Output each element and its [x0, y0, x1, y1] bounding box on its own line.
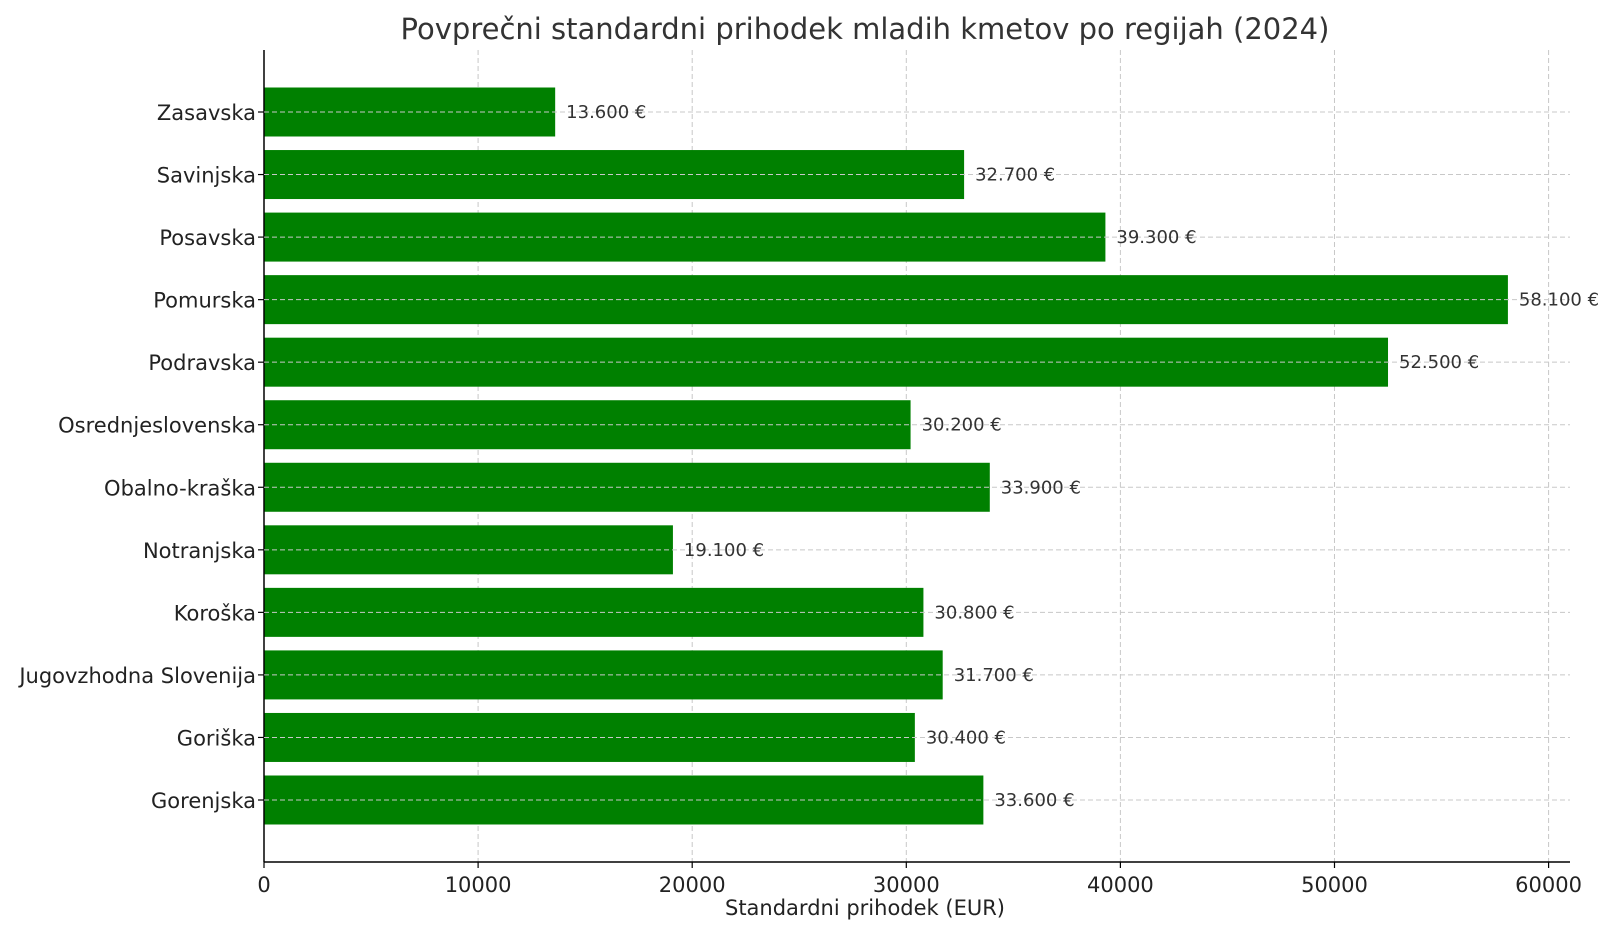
- data-label: 30.200 €: [922, 415, 1002, 436]
- category-label: Koroška: [174, 601, 256, 625]
- x-tick-label: 30000: [873, 873, 940, 897]
- data-label: 13.600 €: [566, 102, 646, 123]
- chart-title: Povprečni standardni prihodek mladih kme…: [401, 12, 1330, 46]
- data-label: 33.900 €: [1001, 477, 1081, 498]
- category-label: Goriška: [177, 726, 256, 750]
- labels-layer: 0 10000 20000 30000 40000 50000 60000 Zasavska 1…: [17, 101, 1599, 897]
- category-label: Posavska: [159, 226, 256, 250]
- axes-layer: [258, 50, 1570, 868]
- data-label: 32.700 €: [975, 165, 1055, 186]
- category-label: Zasavska: [157, 101, 256, 125]
- x-axis-label: Standardni prihodek (EUR): [725, 896, 1005, 920]
- category-label: Pomurska: [153, 289, 256, 313]
- data-label: 30.800 €: [934, 602, 1014, 623]
- bar: [264, 775, 984, 825]
- category-label: Podravska: [148, 351, 256, 375]
- category-label: Notranjska: [143, 539, 256, 563]
- x-tick-label: 20000: [659, 873, 726, 897]
- data-label: 39.300 €: [1116, 227, 1196, 248]
- x-tick-label: 50000: [1301, 873, 1368, 897]
- category-label: Gorenjska: [151, 789, 256, 813]
- x-tick-label: 60000: [1515, 873, 1582, 897]
- data-label: 33.600 €: [994, 790, 1074, 811]
- data-label: 31.700 €: [954, 665, 1034, 686]
- data-label: 30.400 €: [926, 727, 1006, 748]
- category-label: Obalno-kraška: [104, 476, 256, 500]
- x-tick-label: 0: [257, 873, 270, 897]
- category-label: Savinjska: [157, 164, 256, 188]
- x-tick-label: 10000: [445, 873, 512, 897]
- data-label: 52.500 €: [1399, 352, 1479, 373]
- bars-layer: [264, 87, 1508, 825]
- data-label: 19.100 €: [684, 540, 764, 561]
- category-label: Osrednjeslovenska: [58, 414, 256, 438]
- x-tick-label: 40000: [1087, 873, 1154, 897]
- data-label: 58.100 €: [1519, 290, 1599, 311]
- category-label: Jugovzhodna Slovenija: [17, 664, 256, 688]
